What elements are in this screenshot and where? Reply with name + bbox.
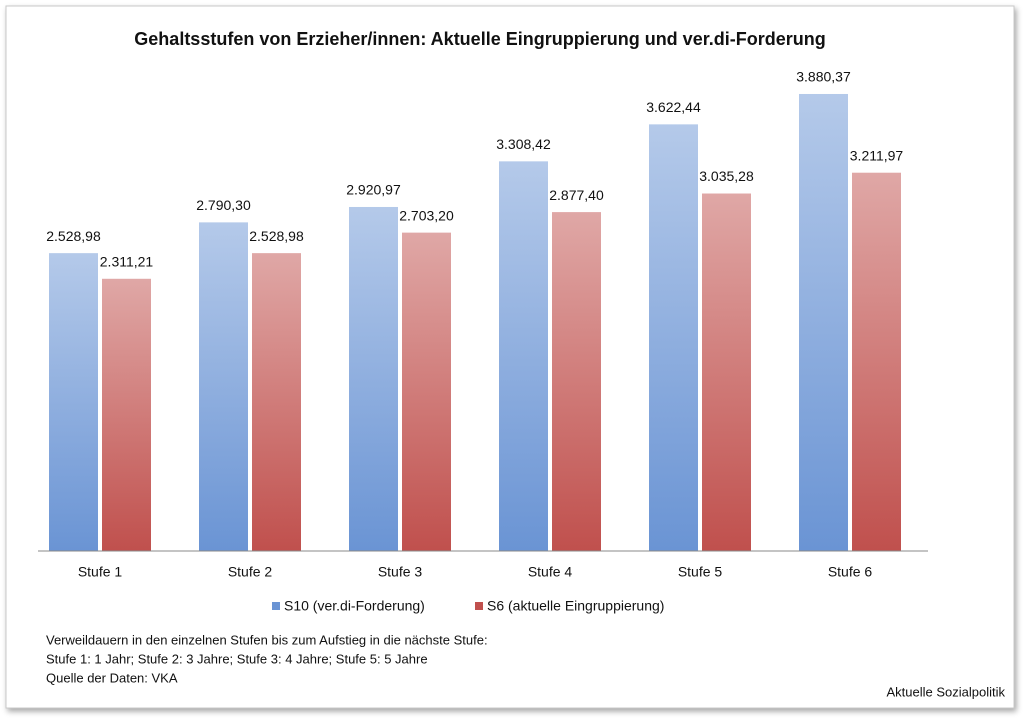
x-tick-label: Stufe 3 <box>378 564 423 580</box>
bar <box>102 278 151 551</box>
bar <box>649 124 698 552</box>
bar <box>49 253 98 552</box>
bar <box>499 161 548 551</box>
legend-swatch <box>272 602 280 610</box>
bar <box>702 193 751 551</box>
bar <box>552 212 601 552</box>
value-label: 2.920,97 <box>346 182 401 198</box>
x-tick-label: Stufe 2 <box>228 564 273 580</box>
bar <box>199 222 248 551</box>
value-label: 3.211,97 <box>850 147 904 163</box>
note: Stufe 1: 1 Jahr; Stufe 2: 3 Jahre; Stufe… <box>46 651 428 666</box>
value-label: 2.703,20 <box>399 207 454 223</box>
x-tick-label: Stufe 4 <box>528 564 573 580</box>
value-label: 3.880,37 <box>796 69 851 85</box>
chart-title: Gehaltsstufen von Erzieher/innen: Aktuel… <box>134 29 825 49</box>
legend-label: S6 (aktuelle Eingruppierung) <box>487 598 664 614</box>
value-label: 2.311,21 <box>100 253 154 269</box>
value-label: 3.035,28 <box>699 168 754 184</box>
bar <box>349 206 398 551</box>
x-tick-label: Stufe 1 <box>78 564 123 580</box>
bar <box>402 232 451 551</box>
source: Aktuelle Sozialpolitik <box>886 684 1005 699</box>
legend-swatch <box>475 602 483 610</box>
x-tick-label: Stufe 5 <box>678 564 723 580</box>
note: Verweildauern in den einzelnen Stufen bi… <box>46 632 488 647</box>
value-label: 2.877,40 <box>549 187 604 203</box>
value-label: 3.308,42 <box>496 136 551 152</box>
bar <box>852 172 901 552</box>
value-label: 2.790,30 <box>196 197 251 213</box>
value-label: 2.528,98 <box>46 228 101 244</box>
x-tick-label: Stufe 6 <box>828 564 873 580</box>
bar <box>799 93 848 552</box>
legend-label: S10 (ver.di-Forderung) <box>284 598 425 614</box>
value-label: 3.622,44 <box>646 99 701 115</box>
bar <box>252 253 301 552</box>
value-label: 2.528,98 <box>249 228 304 244</box>
note: Quelle der Daten: VKA <box>46 670 178 685</box>
